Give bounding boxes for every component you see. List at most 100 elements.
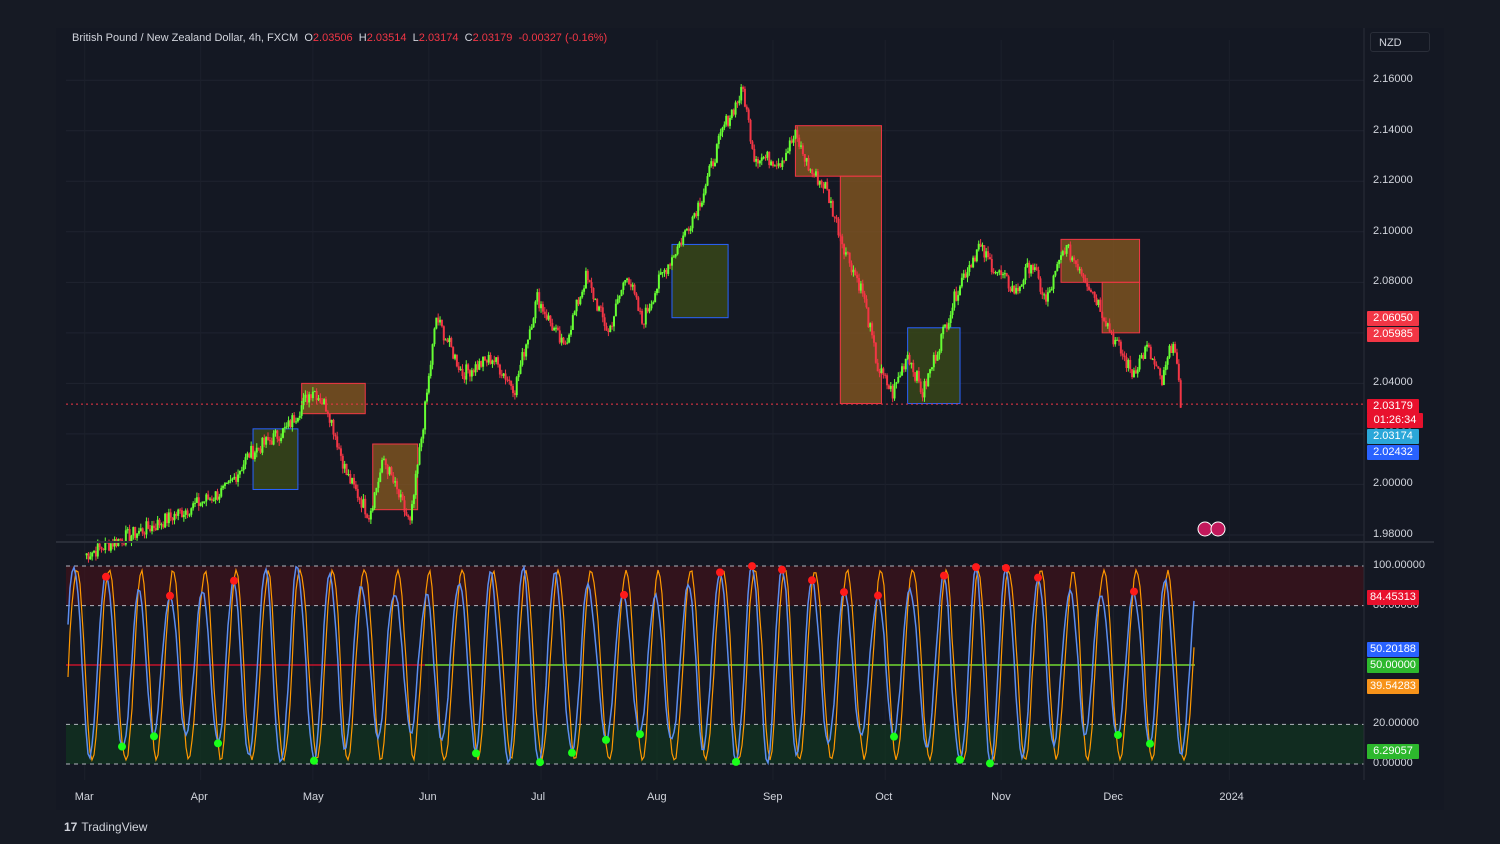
candle-body xyxy=(846,252,849,254)
candle-body xyxy=(1020,284,1023,287)
candle-body xyxy=(1132,370,1135,378)
candle-body xyxy=(583,288,586,292)
candle-body xyxy=(1011,285,1014,292)
candle-body xyxy=(523,352,526,357)
candle-body xyxy=(676,246,679,255)
candle-body xyxy=(695,213,698,217)
candle-body xyxy=(134,527,137,538)
candle-body xyxy=(592,288,595,300)
candle-body xyxy=(175,513,178,516)
time-tick-label: May xyxy=(302,791,324,803)
candle-body xyxy=(626,278,629,281)
candle-body xyxy=(435,317,438,329)
candle-body xyxy=(512,385,515,394)
candle-body xyxy=(573,311,576,316)
candle-body xyxy=(149,528,152,532)
candle-body xyxy=(102,548,105,551)
candle-body xyxy=(1000,270,1003,275)
candle-body xyxy=(693,213,696,217)
candle-body xyxy=(298,415,301,418)
candle-body xyxy=(934,354,937,361)
candle-body xyxy=(788,140,791,152)
candle-body xyxy=(326,411,329,414)
symbol-info[interactable]: British Pound / New Zealand Dollar, 4h, … xyxy=(72,32,607,44)
candle-body xyxy=(667,264,670,274)
candle-body xyxy=(420,438,423,448)
event-flag-icon-2[interactable] xyxy=(1210,521,1226,537)
candle-body xyxy=(156,519,159,531)
candle-body xyxy=(468,370,471,377)
candle-body xyxy=(611,325,614,327)
candle-body xyxy=(491,360,494,364)
candle-body xyxy=(186,510,189,515)
tradingview-logo[interactable]: 17 TradingView xyxy=(64,820,147,834)
candle-body xyxy=(1114,339,1117,345)
candle-body xyxy=(863,293,866,299)
candle-body xyxy=(313,391,316,393)
supply-zone xyxy=(794,125,882,177)
candle-body xyxy=(526,339,529,345)
candle-body xyxy=(1093,292,1096,298)
candle-body xyxy=(283,427,286,429)
candle-body xyxy=(876,362,879,372)
candle-body xyxy=(1061,251,1064,256)
buy-signal-dot xyxy=(602,735,610,744)
candle-body xyxy=(229,479,232,482)
candle-body xyxy=(551,322,554,331)
candle-body xyxy=(334,434,337,437)
candle-body xyxy=(930,367,933,370)
candle-body xyxy=(433,328,436,345)
low-label: L xyxy=(412,32,419,44)
candle-body xyxy=(362,498,365,508)
candle-body xyxy=(715,144,718,163)
candle-body xyxy=(238,471,241,475)
price-tag: 2.05985 xyxy=(1367,327,1419,342)
candle-body xyxy=(1134,370,1137,374)
candle-body xyxy=(831,201,834,217)
supply-zone xyxy=(301,382,366,415)
candle-body xyxy=(1035,267,1038,270)
symbol-title[interactable]: British Pound / New Zealand Dollar, 4h, … xyxy=(72,32,299,44)
buy-signal-dot xyxy=(956,755,964,764)
candle-body xyxy=(564,343,567,345)
candle-body xyxy=(1026,262,1029,268)
candle-body xyxy=(1170,345,1173,353)
candle-body xyxy=(1140,355,1143,359)
candle-body xyxy=(637,297,640,311)
currency-badge[interactable]: NZD xyxy=(1370,32,1430,52)
candle-body xyxy=(1031,264,1034,270)
candle-body xyxy=(702,193,705,203)
candle-body xyxy=(470,370,473,377)
candle-body xyxy=(944,324,947,327)
oscillator-tag: 50.20188 xyxy=(1367,642,1419,657)
candle-body xyxy=(1151,358,1154,360)
candle-body xyxy=(207,494,210,500)
candle-body xyxy=(975,249,978,262)
sell-signal-dot xyxy=(972,563,980,572)
candle-body xyxy=(1119,341,1122,354)
candle-body xyxy=(244,457,247,465)
candle-body xyxy=(257,447,260,449)
candle-body xyxy=(886,375,889,386)
candle-body xyxy=(1129,359,1132,370)
candle-body xyxy=(652,302,655,304)
price-tick-label: 2.04000 xyxy=(1373,376,1413,389)
candle-body xyxy=(577,299,580,305)
candle-body xyxy=(132,527,135,536)
candle-body xyxy=(354,484,357,490)
candle-body xyxy=(596,299,599,311)
candle-body xyxy=(1043,294,1046,296)
candle-body xyxy=(184,510,187,515)
candle-body xyxy=(1179,380,1182,408)
candle-body xyxy=(1084,278,1087,283)
candle-body xyxy=(1039,278,1042,292)
candle-body xyxy=(755,159,758,162)
time-tick-label: Apr xyxy=(190,791,208,803)
buy-signal-dot xyxy=(472,749,480,758)
candle-body xyxy=(1162,370,1165,385)
candle-body xyxy=(571,315,574,330)
buy-signal-dot xyxy=(536,758,544,767)
event-flag-icon[interactable] xyxy=(1197,521,1213,537)
candle-body xyxy=(461,368,464,377)
